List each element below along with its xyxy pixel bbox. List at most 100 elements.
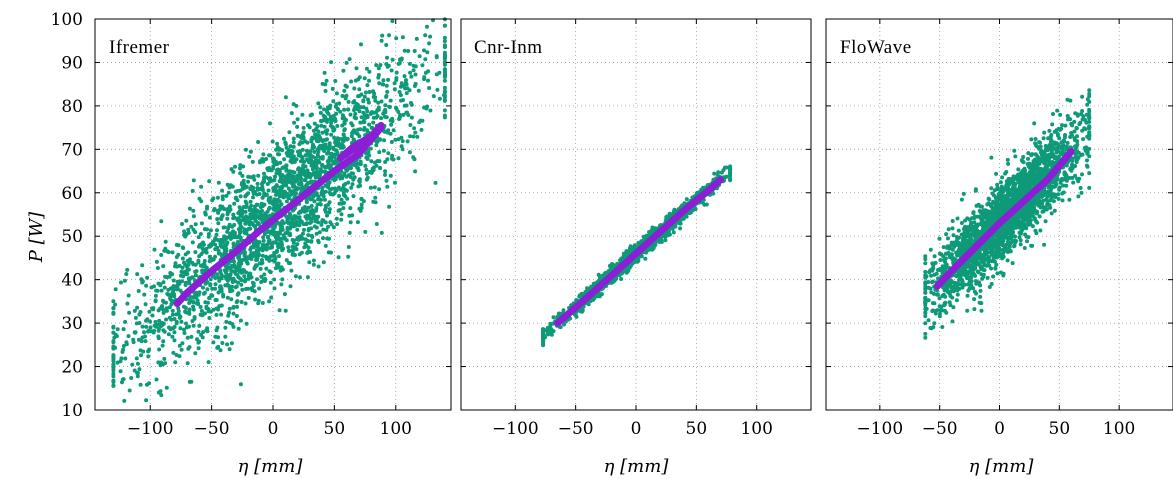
scatter-point [442,35,447,40]
scatter-point [275,152,280,157]
scatter-point [164,308,169,313]
scatter-point [167,292,172,297]
scatter-point [174,353,179,357]
scatter-point [287,130,292,135]
scatter-point [204,246,209,251]
scatter-point [305,168,310,173]
scatter-point [260,208,264,213]
scatter-point [342,88,347,93]
scatter-point [190,275,195,280]
scatter-point [351,129,356,134]
scatter-point [314,206,319,211]
scatter-point [225,240,230,245]
scatter-point [229,233,234,238]
scatter-point [231,276,236,281]
scatter-point [257,160,262,165]
scatter-point [223,325,228,330]
scatter-point [161,339,166,344]
scatter-point [306,205,311,210]
scatter-point [374,110,379,115]
scatter-point [275,162,280,166]
scatter-point [255,187,260,192]
scatter-point [325,213,329,218]
scatter-point [347,213,352,218]
scatter-point [243,301,248,306]
scatter-point [213,247,218,252]
scatter-point [232,259,236,264]
scatter-point [111,365,116,370]
scatter-point [361,120,366,125]
scatter-point [211,340,216,345]
scatter-point [379,116,384,121]
scatter-point [298,234,303,239]
scatter-point [300,206,305,211]
scatter-point [159,288,164,293]
scatter-point [377,187,382,192]
scatter-point [420,63,425,68]
scatter-point [125,267,130,272]
scatter-point [293,221,298,226]
scatter-point [180,265,185,270]
scatter-point [235,299,240,304]
scatter-point [367,90,372,94]
y-tick-label: 20 [61,358,83,378]
scatter-point [218,288,223,293]
scatter-point [304,222,309,227]
scatter-point [324,131,329,136]
scatter-point [306,245,311,250]
scatter-point [225,278,230,283]
scatter-point [202,290,207,295]
scatter-point [290,251,295,256]
scatter-point [359,205,364,210]
scatter-point [361,98,366,103]
scatter-point [340,123,345,128]
scatter-point [235,264,240,269]
scatter-point [319,168,323,173]
scatter-point [152,328,157,333]
scatter-point [269,168,274,173]
scatter-point [238,276,243,281]
scatter-point [185,335,190,340]
scatter-point [199,184,204,189]
scatter-point [314,159,318,164]
scatter-point [178,288,183,293]
scatter-point [241,178,246,183]
scatter-point [304,208,309,213]
scatter-point [268,280,273,285]
scatter-point [205,287,210,292]
scatter-point [262,171,266,176]
scatter-point [332,191,337,196]
scatter-point [197,323,202,328]
scatter-point [234,314,239,318]
scatter-point [192,315,197,320]
scatter-point [1079,190,1084,195]
scatter-point [323,183,328,188]
scatter-point [408,123,413,127]
scatter-point [365,157,370,161]
scatter-point [325,137,329,142]
scatter-point [111,299,116,304]
scatter-point [348,220,353,225]
scatter-point [435,87,440,92]
scatter-point [374,222,379,226]
scatter-point [135,305,140,310]
scatter-point [186,250,191,255]
y-tick-label: 80 [61,97,83,117]
scatter-point [154,377,159,382]
scatter-point [159,219,164,224]
scatter-point [923,321,928,326]
scatter-point [167,305,172,310]
scatter-point [327,207,332,212]
scatter-point [389,140,394,144]
scatter-point [248,272,253,277]
scatter-point [253,297,258,302]
scatter-point [146,349,151,354]
scatter-point [316,220,321,225]
scatter-point [172,292,176,297]
scatter-point [334,216,339,221]
scatter-point [209,258,214,263]
scatter-point [341,206,346,211]
scatter-point [140,335,145,340]
scatter-point [187,307,192,312]
scatter-point [125,301,130,306]
